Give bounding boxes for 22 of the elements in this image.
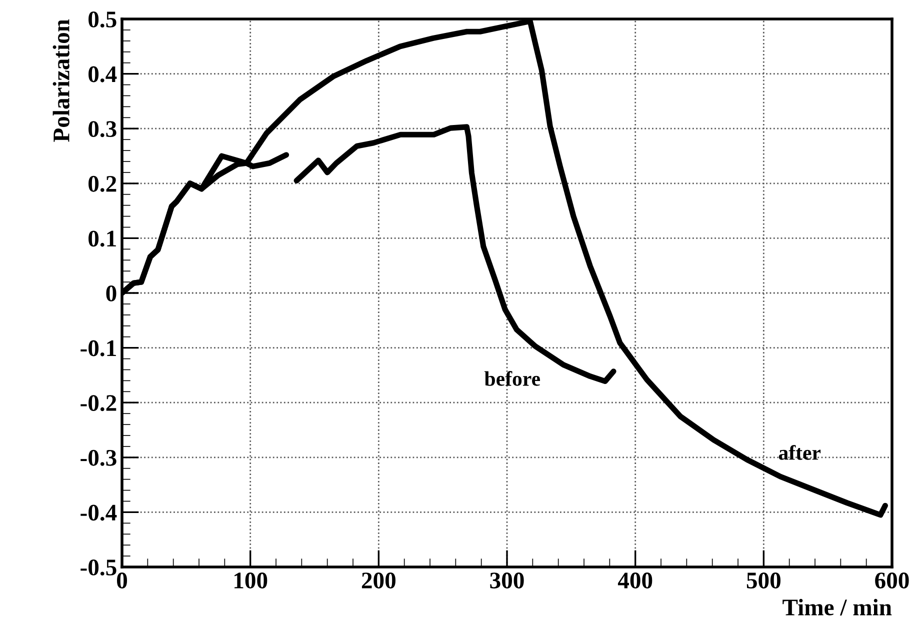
y-tick-label: 0.2 (88, 176, 116, 192)
y-tick-label: -0.1 (80, 340, 116, 356)
x-tick-label: 100 (234, 572, 268, 588)
y-tick-label: -0.2 (80, 395, 116, 412)
x-axis-title: Time / min (782, 598, 892, 616)
x-tick-label: 300 (490, 572, 524, 588)
y-tick-label: -0.5 (80, 559, 116, 576)
y-tick-label: 0.5 (88, 11, 116, 28)
y-tick-label: 0.1 (88, 230, 116, 247)
y-tick-label: -0.3 (80, 450, 116, 466)
y-axis-title: Polarization (52, 19, 70, 142)
y-tick-label: 0 (106, 285, 116, 302)
annotation: after (778, 445, 821, 460)
x-tick-label: 200 (362, 572, 396, 588)
x-tick-label: 600 (875, 572, 909, 588)
annotation: before (484, 371, 540, 386)
x-tick-label: 400 (618, 572, 652, 588)
x-tick-label: 0 (116, 572, 128, 588)
y-tick-label: 0.4 (88, 66, 117, 82)
y-tick-label: 0.3 (88, 121, 116, 138)
y-tick-label: -0.4 (80, 504, 117, 521)
x-tick-label: 500 (746, 572, 780, 588)
